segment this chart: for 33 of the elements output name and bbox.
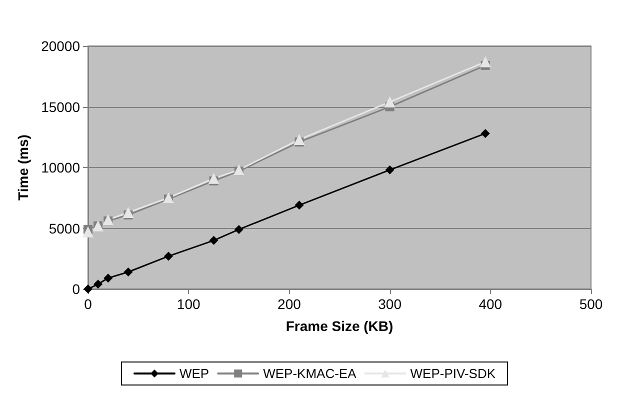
x-tick-label: 500 bbox=[579, 296, 603, 312]
x-axis-title: Frame Size (KB) bbox=[286, 318, 394, 334]
legend-label: WEP-KMAC-EA bbox=[263, 366, 357, 381]
point bbox=[122, 206, 134, 218]
y-tick-label: 20000 bbox=[41, 38, 80, 54]
point bbox=[385, 165, 394, 174]
point bbox=[208, 172, 220, 184]
point bbox=[164, 252, 173, 261]
point bbox=[234, 224, 244, 234]
x-tick-label: 0 bbox=[84, 296, 92, 312]
point bbox=[94, 280, 103, 289]
legend-label: WEP-PIV-SDK bbox=[410, 366, 496, 381]
x-tick-label: 100 bbox=[176, 296, 200, 312]
point bbox=[124, 267, 133, 276]
y-tick-label: 15000 bbox=[41, 98, 80, 115]
point bbox=[480, 128, 490, 138]
y-tick-label: 5000 bbox=[48, 220, 80, 236]
point bbox=[294, 200, 304, 210]
point bbox=[162, 192, 174, 204]
legend-label: WEP bbox=[179, 366, 210, 381]
x-tick-label: 300 bbox=[378, 296, 402, 312]
y-tick-label: 0 bbox=[72, 281, 80, 297]
point bbox=[209, 236, 218, 245]
x-tick-label: 400 bbox=[478, 296, 502, 312]
point bbox=[480, 56, 491, 68]
point bbox=[233, 164, 244, 176]
point bbox=[104, 274, 113, 283]
y-tick-label: 10000 bbox=[41, 160, 80, 176]
x-tick-label: 200 bbox=[278, 296, 302, 312]
point bbox=[82, 226, 94, 238]
point bbox=[384, 96, 396, 108]
y-axis-title: Time (ms) bbox=[15, 134, 32, 200]
point bbox=[294, 134, 305, 146]
